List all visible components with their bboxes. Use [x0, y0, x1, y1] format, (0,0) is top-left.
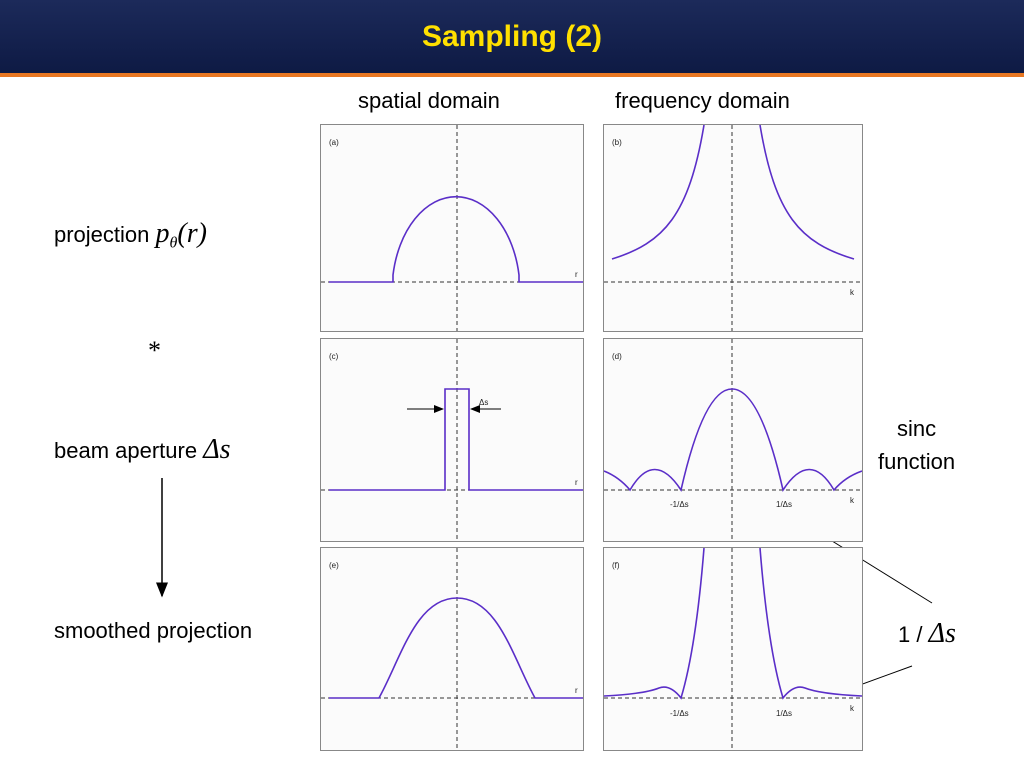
panel-label: (c) — [329, 352, 339, 361]
panel: (a) r — [320, 124, 584, 332]
panel-label: (d) — [612, 352, 622, 361]
subscript: θ — [169, 234, 178, 252]
annotation-line: function — [878, 449, 956, 474]
convolution-symbol: * — [148, 336, 161, 365]
annotation: 1 / Δs — [898, 618, 956, 650]
annotation-line: sinc — [896, 416, 937, 441]
column-header: frequency domain — [615, 88, 790, 113]
axis-label: k — [850, 288, 855, 297]
symbol: Δs — [203, 434, 231, 465]
symbol: p — [155, 218, 170, 249]
panel: (e) r — [320, 547, 584, 751]
curve — [329, 388, 583, 491]
panel-label: (e) — [329, 561, 339, 570]
panel: (f) k -1/Δs 1/Δs — [603, 547, 863, 751]
axis-label: r — [575, 270, 578, 279]
curve — [604, 388, 862, 493]
label-text: projection — [54, 222, 150, 247]
curve — [604, 548, 862, 700]
axis-label: k — [850, 704, 855, 713]
curve — [611, 125, 855, 260]
panel-label: (f) — [612, 561, 620, 570]
axis-label: r — [575, 686, 578, 695]
panel: (c) r Δs — [320, 338, 584, 542]
column-header: spatial domain — [358, 88, 500, 113]
width-label: Δs — [479, 398, 488, 407]
curve — [329, 597, 583, 699]
tick-label: 1/Δs — [776, 709, 792, 718]
argument: r — [186, 218, 198, 249]
panel-label: (a) — [329, 138, 339, 147]
panel-label: (b) — [612, 138, 622, 147]
tick-label: -1/Δs — [670, 709, 689, 718]
axis-label: k — [850, 496, 855, 505]
curve — [329, 196, 583, 283]
symbol: Δs — [928, 618, 956, 649]
paren: ( — [177, 218, 187, 249]
tick-label: -1/Δs — [670, 500, 689, 509]
axis-label: r — [575, 478, 578, 487]
row-label: beam aperture Δs — [54, 434, 231, 466]
paren: ) — [197, 218, 207, 249]
label-text: beam aperture — [54, 438, 198, 463]
annotation-text: 1 / — [898, 622, 923, 647]
panel: (b) k — [603, 124, 863, 332]
row-label: projection pθ(r) — [54, 218, 207, 252]
title-bar — [0, 0, 1024, 77]
annotation: sinc function — [878, 412, 955, 478]
panel: (d) k -1/Δs 1/Δs — [603, 338, 863, 542]
tick-label: 1/Δs — [776, 500, 792, 509]
title: Sampling (2) — [421, 20, 602, 53]
row-label: smoothed projection — [54, 618, 253, 643]
